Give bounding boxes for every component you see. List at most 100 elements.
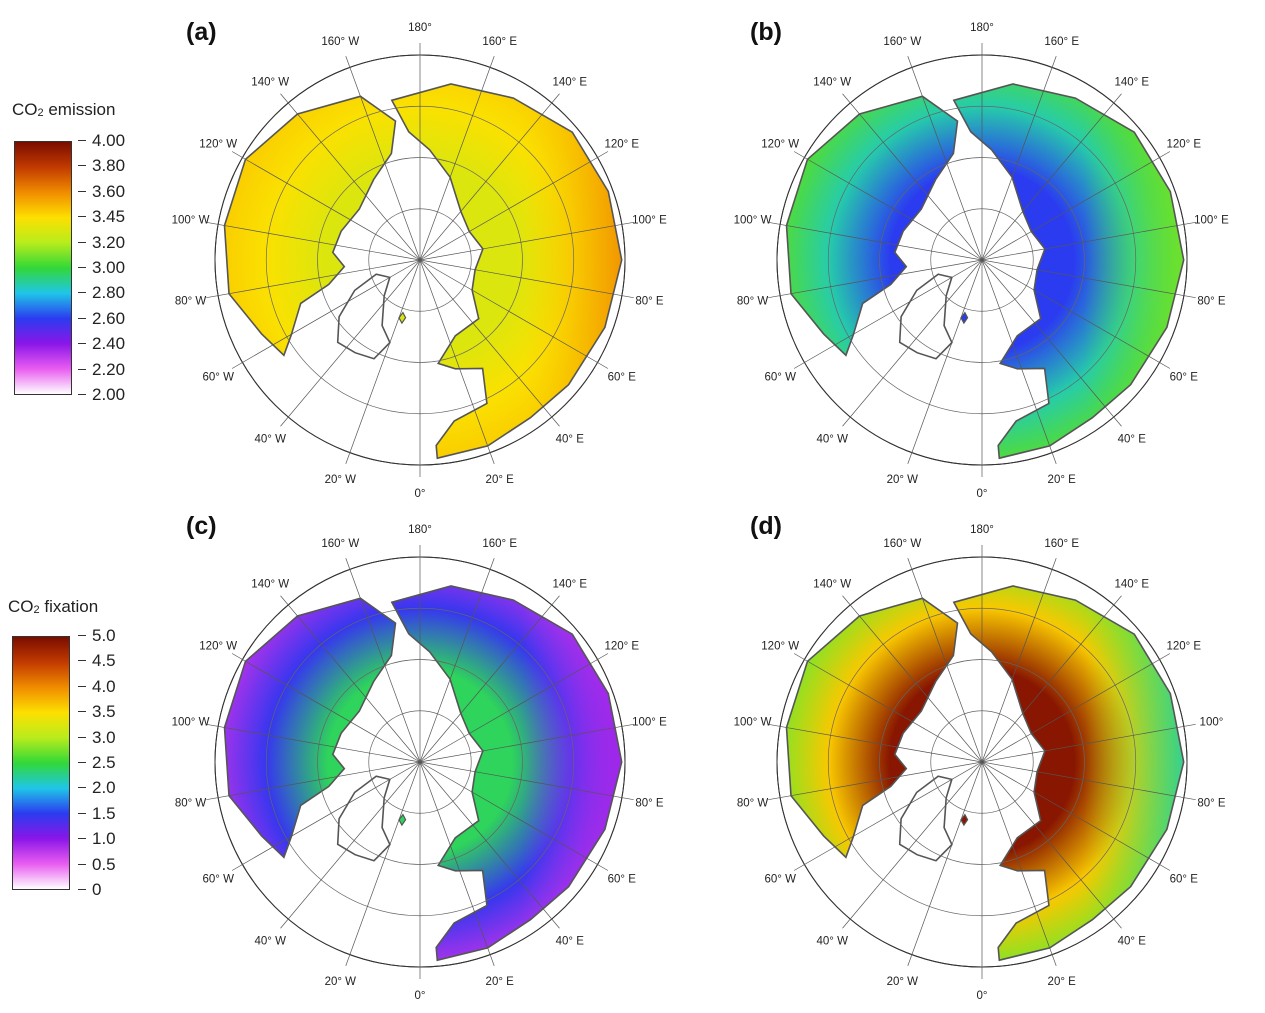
meridian-line: [419, 761, 609, 871]
longitude-label: 120° W: [199, 641, 237, 653]
meridian-line: [981, 595, 1122, 763]
meridian-line: [768, 221, 983, 261]
longitude-label: 180°: [970, 22, 994, 34]
longitude-label: 120° E: [1166, 139, 1201, 151]
colorbar-tick-label: 2.20: [77, 359, 126, 379]
longitude-label: 80° E: [1197, 797, 1226, 809]
meridian-line: [280, 93, 421, 261]
meridian-line: [907, 761, 983, 967]
longitude-label: 80° E: [1197, 295, 1226, 307]
meridian-line: [981, 761, 1196, 801]
land-iceland: [960, 311, 969, 325]
meridian-line: [419, 259, 634, 299]
meridian-line: [981, 259, 1196, 299]
longitude-label: 100° W: [734, 717, 772, 729]
coastline-north-america: [223, 597, 397, 859]
meridian-line: [768, 761, 983, 801]
panel-label-a: (a): [186, 18, 217, 46]
colorbar-tick-label: 1.5: [78, 803, 116, 823]
meridian-line: [206, 723, 421, 763]
longitude-label: 60° W: [202, 372, 234, 384]
meridian-line: [793, 151, 983, 261]
legend-title-fixation: CO2 fixation: [8, 597, 99, 616]
meridian-line: [345, 55, 421, 261]
meridian-line: [280, 259, 421, 427]
longitude-label: 20° E: [486, 474, 515, 486]
longitude-label: 120° W: [761, 641, 799, 653]
meridian-line: [419, 221, 634, 261]
longitude-label: 20° W: [887, 474, 919, 486]
meridian-line: [981, 761, 1171, 871]
meridian-line: [981, 93, 1122, 261]
colorbar-tick-label: 5.0: [78, 626, 116, 645]
coastline-north-america: [785, 597, 959, 859]
longitude-label: 120° E: [604, 139, 639, 151]
meridian-line: [907, 55, 983, 261]
colorbar-tick-label: 0: [77, 880, 102, 899]
longitude-label: 20° E: [1048, 976, 1077, 988]
longitude-label: 20° W: [325, 976, 357, 988]
meridian-line: [907, 557, 983, 763]
colorbar-tick-label: 3.60: [77, 181, 126, 201]
longitude-label: 20° W: [325, 474, 357, 486]
longitude-label: 60° W: [202, 874, 234, 886]
meridian-line: [793, 259, 983, 369]
meridian-line: [793, 653, 983, 763]
longitude-label: 160° E: [482, 36, 517, 48]
longitude-label: 100° E: [632, 717, 667, 729]
coastline-north-america: [223, 95, 397, 357]
longitude-label: 180°: [408, 524, 432, 536]
meridian-line: [419, 723, 634, 763]
meridian-line: [981, 653, 1171, 763]
meridian-line: [842, 761, 983, 929]
longitude-label: 60° E: [608, 372, 637, 384]
map-panel-c: (c) 180° 160° E 140° E 120° E 100° E 80° E 60°…: [140, 512, 700, 1012]
meridian-line: [345, 761, 421, 967]
meridian-line: [768, 723, 983, 763]
longitude-label: 160° W: [321, 538, 359, 550]
meridian-line: [419, 259, 560, 427]
polar-map-d: 180° 160° E 140° E 120° E 100° 80° E 60° E 40° …: [734, 524, 1226, 1002]
meridian-line: [231, 653, 421, 763]
longitude-label: 80° E: [635, 797, 664, 809]
longitude-label: 120° E: [1166, 641, 1201, 653]
longitude-label: 0°: [415, 990, 426, 1002]
longitude-label: 140° E: [552, 579, 587, 591]
longitude-label: 120° W: [761, 139, 799, 151]
meridian-line: [981, 259, 1171, 369]
colorbar-tick-label: 3.45: [77, 207, 126, 227]
meridian-line: [981, 557, 1057, 763]
meridian-line: [981, 55, 1057, 261]
longitude-label: 80° E: [635, 295, 664, 307]
meridian-line: [981, 151, 1171, 261]
longitude-label: 180°: [408, 22, 432, 34]
colorbar-tick-label: 3.80: [77, 156, 126, 176]
polar-map-b: 180° 160° E 140° E 120° E 100° E 80° E 60° E 40…: [734, 22, 1229, 500]
land-greenland: [898, 273, 953, 360]
polar-map-c: 180° 160° E 140° E 120° E 100° E 80° E 60° E 40…: [172, 524, 667, 1002]
colorbar-tick-label: 4.0: [78, 676, 116, 696]
meridian-line: [419, 55, 495, 261]
colorbar-tick-label: 0.5: [78, 854, 116, 874]
longitude-label: 100° E: [632, 215, 667, 227]
longitude-label: 120° E: [604, 641, 639, 653]
map-panel-b: (b) 180° 160° E 140° E 120° E 100° E 80° E 60°…: [702, 10, 1262, 510]
colorbar-tick-label: 2.00: [77, 385, 126, 404]
meridian-line: [206, 761, 421, 801]
colorbar-fixation: [12, 636, 70, 890]
longitude-label: 40° E: [1118, 935, 1147, 947]
meridian-line: [419, 761, 634, 801]
meridian-line: [419, 761, 495, 967]
longitude-label: 60° E: [1170, 372, 1199, 384]
land-iceland: [960, 813, 969, 827]
land-iceland: [398, 311, 407, 325]
meridian-line: [981, 761, 1122, 929]
longitude-label: 60° E: [1170, 874, 1199, 886]
longitude-label: 20° E: [1048, 474, 1077, 486]
longitude-label: 40° W: [255, 433, 287, 445]
meridian-line: [419, 761, 560, 929]
longitude-label: 80° W: [737, 797, 769, 809]
meridian-line: [981, 259, 1122, 427]
longitude-label: 60° E: [608, 874, 637, 886]
longitude-label: 160° W: [883, 36, 921, 48]
